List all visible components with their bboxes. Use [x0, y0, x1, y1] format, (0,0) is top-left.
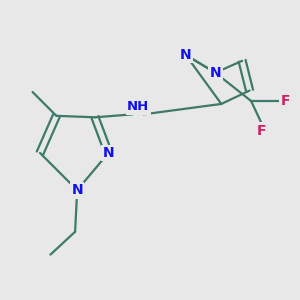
Text: F: F — [280, 94, 290, 108]
Text: F: F — [257, 124, 266, 138]
Text: N: N — [71, 183, 83, 197]
Text: N: N — [210, 66, 221, 80]
Text: N: N — [103, 146, 114, 160]
Text: N: N — [180, 48, 191, 62]
Text: NH: NH — [127, 100, 149, 113]
